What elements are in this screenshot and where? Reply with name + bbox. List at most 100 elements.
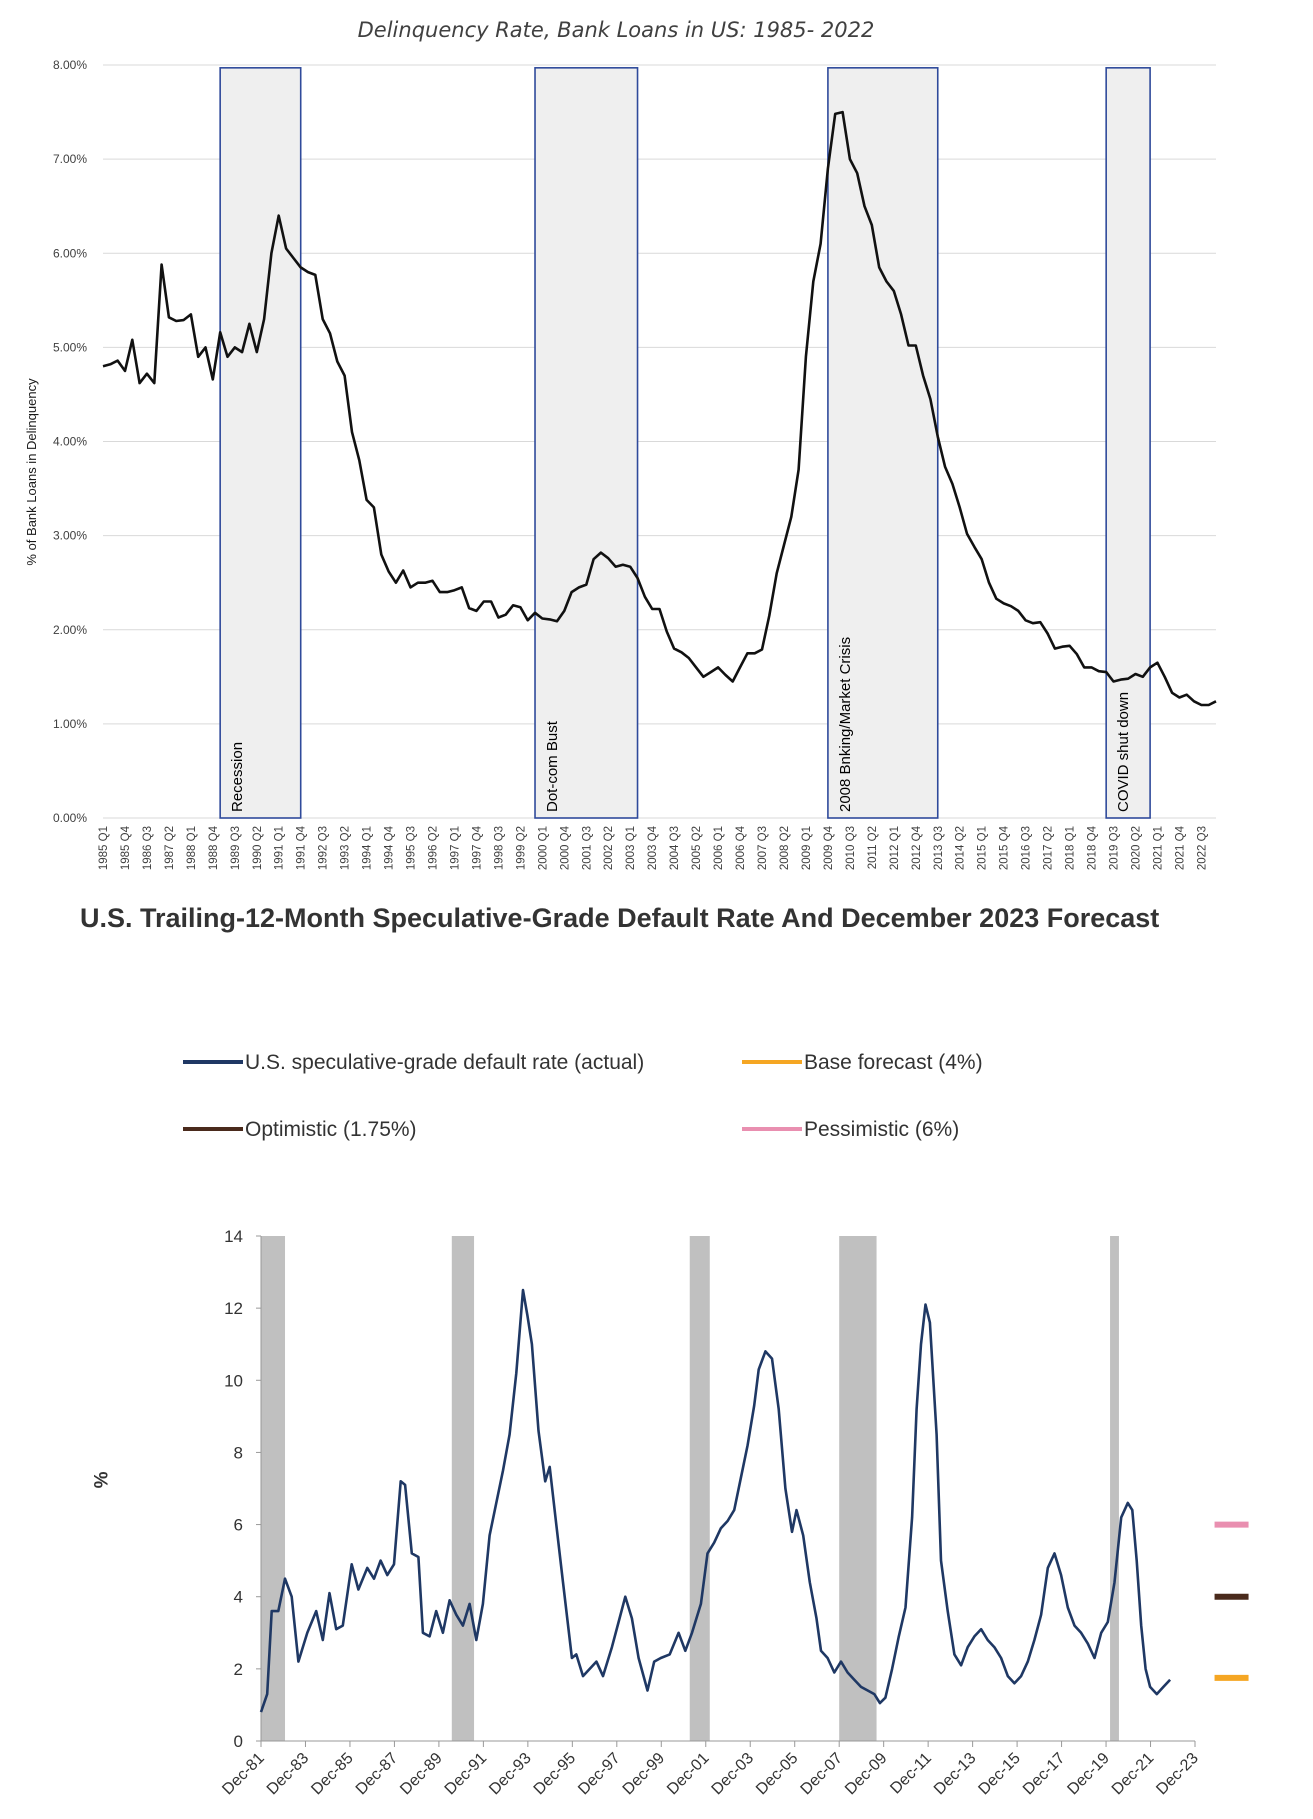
chart2-legend-label: Optimistic (1.75%): [245, 1118, 417, 1141]
chart2-x-tick-label: Dec-99: [620, 1750, 669, 1799]
chart2-recession-band: [689, 1236, 710, 1741]
chart1-x-tick-label: 2020 Q2: [1130, 826, 1142, 870]
chart2-title: U.S. Trailing-12-Month Speculative-Grade…: [80, 903, 1160, 933]
chart2-y-tick-label: 0: [234, 1732, 243, 1751]
chart2-legend-label: U.S. speculative-grade default rate (act…: [245, 1051, 644, 1074]
chart1-x-tick-label: 2008 Q2: [779, 826, 791, 870]
chart1-y-tick-label: 8.00%: [53, 58, 87, 72]
chart1-shaded-periods: [219, 67, 1151, 819]
chart1-shaded-period: [827, 67, 939, 819]
chart1-y-tick-label: 1.00%: [53, 717, 87, 731]
chart2-x-tick-label: Dec-09: [842, 1750, 891, 1799]
chart1-x-tick-label: 1994 Q1: [362, 826, 374, 870]
chart2-y-axis-label: %: [89, 1472, 110, 1489]
chart1-x-tick-label: 2002 Q2: [603, 826, 615, 870]
chart1-shaded-period-label: Dot-com Bust: [544, 720, 561, 812]
chart1-title: Delinquency Rate, Bank Loans in US: 1985…: [358, 18, 875, 42]
chart2-legend: U.S. speculative-grade default rate (act…: [183, 1051, 983, 1141]
chart2-x-tick-label: Dec-85: [308, 1750, 357, 1799]
chart2-x-tick-label: Dec-19: [1064, 1750, 1113, 1799]
chart1-x-tick-label: 1997 Q4: [471, 825, 483, 870]
chart1-x-tick-label: 1988 Q1: [186, 826, 198, 870]
chart2-recession-band: [839, 1236, 877, 1741]
chart1-x-tick-label: 1987 Q2: [164, 826, 176, 870]
chart1-shaded-period-label: 2008 Bnking/Market Crisis: [837, 637, 854, 812]
chart1-x-tick-label: 2006 Q4: [735, 825, 747, 870]
chart1-y-axis: 0.00% 1.00% 2.00% 3.00% 4.00% 5.00% 6.00% 7.00%…: [53, 58, 87, 825]
chart1-x-tick-label: 2010 Q3: [845, 826, 857, 870]
chart1-x-tick-label: 2016 Q3: [1021, 826, 1033, 870]
chart2-y-tick-label: 8: [234, 1443, 243, 1462]
chart1-shaded-period-label: Recession: [229, 742, 246, 812]
chart2-axes: [260, 1236, 1195, 1742]
chart1-x-tick-label: 2014 Q2: [955, 826, 967, 870]
chart2-forecast-markers: [1214, 1521, 1249, 1681]
chart2-recession-band: [261, 1236, 286, 1741]
chart2-x-tick-label: Dec-21: [1109, 1750, 1158, 1799]
chart1-shaded-period: [1105, 67, 1151, 819]
chart1-x-tick-label: 1989 Q3: [230, 826, 242, 870]
chart1-y-tick-label: 2.00%: [53, 623, 87, 637]
chart1-x-tick-label: 1994 Q4: [384, 825, 396, 870]
chart1-x-tick-label: 2015 Q1: [977, 826, 989, 870]
chart2-x-tick-label: Dec-95: [531, 1750, 580, 1799]
chart2-y-tick-label: 2: [234, 1660, 243, 1679]
delinquency-chart: Delinquency Rate, Bank Loans in US: 1985…: [24, 18, 1217, 870]
chart1-x-tick-label: 2018 Q1: [1065, 826, 1077, 870]
chart2-x-tick-label: Dec-07: [798, 1750, 847, 1799]
chart1-x-tick-label: 2022 Q3: [1196, 826, 1208, 870]
chart1-x-tick-label: 2009 Q4: [823, 825, 835, 870]
chart1-x-tick-label: 1991 Q4: [296, 825, 308, 870]
chart1-shaded-period-label: COVID shut down: [1115, 692, 1132, 812]
chart1-x-tick-label: 2005 Q2: [691, 826, 703, 870]
chart1-x-tick-label: 1991 Q1: [274, 826, 286, 870]
chart1-y-tick-label: 0.00%: [53, 811, 87, 825]
chart1-x-tick-label: 2012 Q4: [911, 825, 923, 870]
chart1-y-tick-label: 6.00%: [53, 246, 87, 260]
chart2-default-rate-line: [259, 1288, 1172, 1713]
chart1-shaded-period: [534, 67, 639, 819]
chart2-x-tick-label: Dec-11: [887, 1750, 935, 1798]
chart2-x-tick-label: Dec-17: [1020, 1750, 1069, 1799]
default-rate-chart: U.S. speculative-grade default rate (act…: [89, 1051, 1249, 1798]
chart1-y-tick-label: 7.00%: [53, 152, 87, 166]
chart2-x-tick-label: Dec-05: [753, 1750, 802, 1799]
chart1-x-tick-label: 2021 Q4: [1174, 825, 1186, 870]
chart1-x-tick-label: 1986 Q3: [142, 826, 154, 870]
chart1-shaded-period: [219, 67, 302, 819]
chart1-x-tick-label: 2006 Q1: [713, 826, 725, 870]
chart2-x-tick-label: Dec-13: [931, 1750, 980, 1799]
chart2-x-axis: Dec-81Dec-83Dec-85Dec-87Dec-89Dec-91Dec-…: [219, 1741, 1202, 1798]
chart1-x-tick-label: 1985 Q4: [120, 825, 132, 870]
chart1-y-tick-label: 3.00%: [53, 529, 87, 543]
chart2-x-tick-label: Dec-81: [219, 1750, 268, 1799]
chart1-x-tick-label: 2000 Q1: [537, 826, 549, 870]
chart1-x-tick-label: 2007 Q3: [757, 826, 769, 870]
chart2-x-tick-label: Dec-03: [709, 1750, 758, 1799]
chart2-y-axis: 0 2 4 6 8 10 12 14: [224, 1227, 261, 1751]
chart2-recession-band: [1110, 1236, 1119, 1741]
chart1-x-tick-label: 2000 Q4: [559, 825, 571, 870]
chart1-x-tick-label: 1998 Q3: [493, 826, 505, 870]
chart2-y-tick-label: 6: [234, 1516, 243, 1535]
chart1-x-tick-label: 2009 Q1: [801, 826, 813, 870]
chart2-x-tick-label: Dec-83: [264, 1750, 313, 1799]
chart2-x-tick-label: Dec-93: [486, 1750, 535, 1799]
chart2-recession-band: [451, 1236, 475, 1741]
chart1-x-tick-label: 1999 Q2: [515, 826, 527, 870]
chart1-y-tick-label: 4.00%: [53, 435, 87, 449]
chart1-delinquency-line: [102, 110, 1217, 707]
chart1-x-tick-label: 1996 Q2: [428, 826, 440, 870]
chart1-x-tick-label: 1985 Q1: [98, 826, 110, 870]
chart1-x-tick-label: 2019 Q3: [1108, 826, 1120, 870]
chart1-shaded-period-labels: Recession Dot-com Bust 2008 Bnking/Market …: [229, 637, 1132, 812]
chart1-x-tick-label: 2004 Q3: [669, 826, 681, 870]
chart1-x-tick-label: 1995 Q3: [406, 826, 418, 870]
chart1-x-tick-label: 2003 Q4: [647, 825, 659, 870]
chart2-x-tick-label: Dec-15: [975, 1750, 1024, 1799]
chart1-x-tick-label: 2021 Q1: [1152, 826, 1164, 870]
chart2-recession-bands: [261, 1236, 1119, 1741]
chart2-x-tick-label: Dec-23: [1153, 1750, 1202, 1799]
chart2-x-tick-label: Dec-01: [664, 1750, 713, 1799]
chart2-y-tick-label: 10: [224, 1371, 243, 1390]
